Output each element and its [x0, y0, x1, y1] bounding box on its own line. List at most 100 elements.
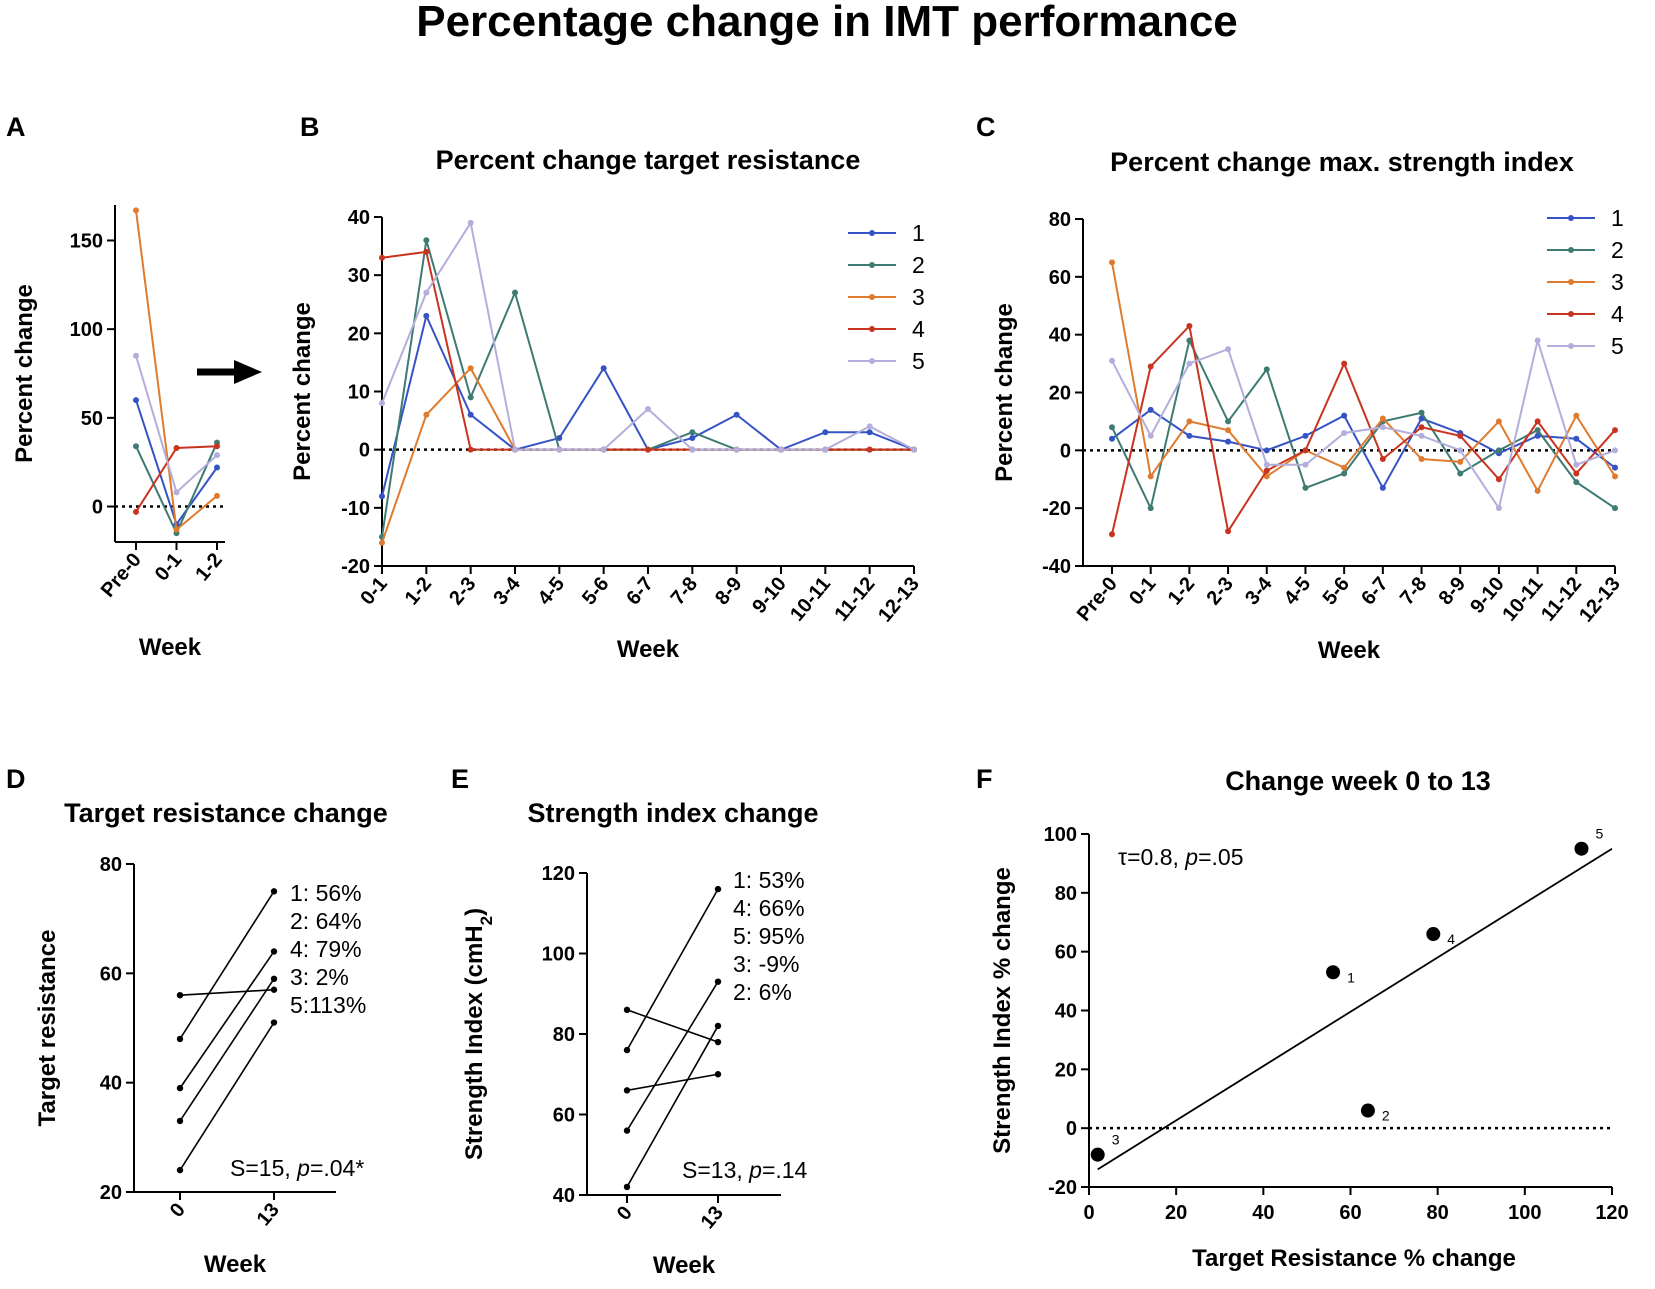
legend-marker-5: [869, 358, 875, 364]
data-point-3: [270, 986, 278, 993]
data-point-3: [467, 365, 474, 372]
series-end-label-5: 5: 95%: [733, 923, 805, 949]
data-point-1: [1612, 464, 1618, 471]
x-tick-label: 0: [1083, 1202, 1094, 1224]
data-point-1: [1418, 415, 1425, 422]
y-tick-label: 30: [348, 265, 370, 287]
series-line-5: [626, 1025, 719, 1188]
data-point-4: [1341, 360, 1348, 367]
series-line-2: [626, 1073, 719, 1092]
x-tick-label: 6-7: [622, 573, 657, 609]
data-point-1: [600, 365, 607, 372]
data-point-2: [1534, 427, 1541, 434]
data-point-5: [645, 405, 651, 412]
scatter-point-2: [1360, 1103, 1375, 1118]
data-point-3: [173, 526, 180, 533]
data-point-4: [1379, 456, 1386, 463]
x-tick-label: 8-9: [1435, 573, 1470, 609]
data-point-1: [1302, 432, 1309, 439]
statistics-annotation: S=15, p=.04*: [230, 1155, 364, 1181]
x-tick-label: 0: [613, 1202, 637, 1225]
x-tick-label: 40: [1252, 1202, 1274, 1224]
data-point-2: [512, 289, 518, 296]
series-end-label-4: 4: 79%: [290, 936, 362, 962]
panel-label-c: C: [976, 112, 996, 142]
series-line-5: [1111, 336, 1616, 511]
data-point-5: [1612, 447, 1618, 454]
x-tick-label: 12-13: [1575, 573, 1625, 626]
series-end-label-1: 1: 56%: [290, 880, 362, 906]
data-point-5: [778, 446, 784, 453]
y-axis-label: Target resistance: [34, 930, 61, 1127]
data-point-3: [423, 411, 430, 418]
series-line-2: [1111, 337, 1616, 512]
legend-marker-5: [1568, 343, 1574, 349]
x-tick-label: 1-2: [1164, 573, 1199, 609]
data-point-5: [556, 446, 563, 453]
scatter-point-label-4: 4: [1447, 931, 1455, 947]
x-tick-label: Pre-0: [1073, 573, 1122, 625]
data-point-1: [1225, 438, 1232, 445]
series-line-5: [381, 220, 915, 451]
data-point-3: [1186, 418, 1193, 425]
data-point-2: [423, 237, 430, 244]
legend-label-2: 2: [1611, 237, 1624, 263]
scatter-point-label-1: 1: [1347, 969, 1355, 985]
y-tick-label: 40: [1049, 325, 1071, 347]
series-line-5: [179, 1022, 275, 1171]
panel-title: Strength index change: [527, 798, 818, 828]
x-tick-label: 0-1: [356, 573, 391, 609]
y-tick-label: 80: [1055, 883, 1077, 905]
data-point-1: [379, 493, 385, 500]
y-tick-label: 120: [542, 863, 575, 885]
data-point-5: [866, 423, 873, 430]
legend-label-4: 4: [912, 316, 925, 342]
data-point-4: [1612, 427, 1618, 434]
x-tick-label: 3-4: [1241, 572, 1277, 609]
statistics-annotation: τ=0.8, p=.05: [1118, 844, 1243, 870]
panel-title: Target resistance change: [64, 798, 388, 828]
data-point-4: [214, 443, 220, 450]
data-point-3: [714, 1038, 722, 1046]
data-point-3: [1225, 427, 1232, 434]
data-point-2: [1457, 470, 1464, 477]
data-point-1: [1263, 447, 1270, 454]
legend-marker-4: [869, 326, 875, 332]
data-point-1: [1341, 412, 1348, 419]
data-point-5: [623, 1183, 631, 1191]
data-point-5: [1109, 357, 1115, 364]
y-tick-label: 80: [1049, 209, 1071, 231]
x-tick-label: 7-8: [1396, 573, 1431, 609]
data-point-4: [173, 444, 180, 451]
data-point-3: [1109, 259, 1115, 266]
panel-label-d: D: [6, 764, 26, 794]
y-tick-label: 40: [1055, 1001, 1077, 1023]
y-tick-label: 20: [100, 1182, 122, 1204]
y-tick-label: -40: [1042, 556, 1071, 578]
legend-label-5: 5: [912, 348, 925, 374]
legend-label-4: 4: [1611, 301, 1624, 327]
y-tick-label: 100: [542, 944, 575, 966]
y-tick-label: 60: [100, 963, 122, 985]
series-end-label-2: 2: 6%: [733, 979, 792, 1005]
series-line-2: [381, 239, 914, 538]
data-point-1: [1379, 484, 1386, 491]
data-point-4: [467, 446, 474, 453]
y-tick-label: 40: [553, 1185, 575, 1207]
x-tick-label: 4-5: [534, 573, 569, 609]
series-end-label-2: 2: 64%: [290, 908, 362, 934]
data-point-2: [1147, 505, 1154, 512]
data-point-5: [600, 446, 607, 453]
data-point-1: [1147, 406, 1154, 413]
data-point-1: [714, 885, 722, 893]
data-point-5: [1534, 337, 1541, 344]
data-point-1: [176, 1035, 184, 1043]
x-tick-label: 3-4: [489, 572, 525, 609]
data-point-2: [1495, 447, 1502, 454]
scatter-point-3: [1090, 1147, 1105, 1162]
x-tick-label: 80: [1427, 1202, 1449, 1224]
data-point-1: [423, 312, 430, 319]
data-point-3: [1495, 418, 1502, 425]
data-point-2: [714, 1071, 722, 1078]
